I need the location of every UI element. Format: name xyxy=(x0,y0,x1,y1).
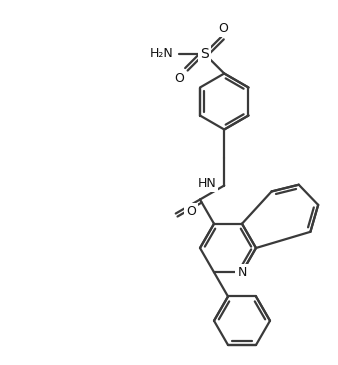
Text: O: O xyxy=(218,22,228,35)
Text: N: N xyxy=(237,266,247,279)
Text: O: O xyxy=(186,205,196,218)
Text: O: O xyxy=(175,72,185,85)
Text: H₂N: H₂N xyxy=(149,47,173,60)
Text: S: S xyxy=(200,47,209,61)
Text: HN: HN xyxy=(197,177,216,190)
